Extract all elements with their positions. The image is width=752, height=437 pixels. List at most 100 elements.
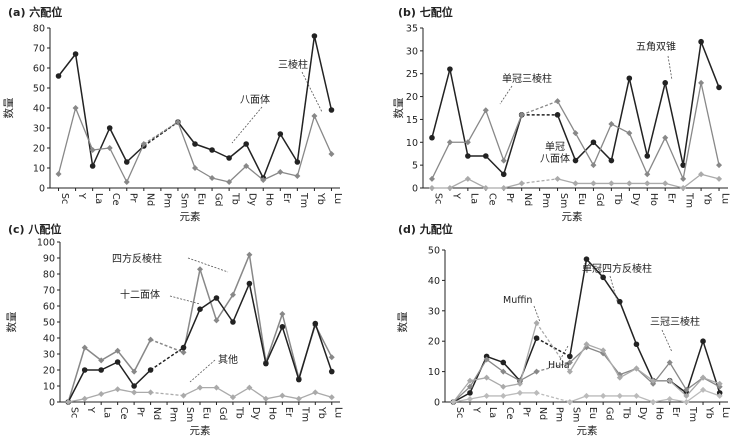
- data-point: [608, 180, 615, 187]
- x-tick-label: Y: [85, 406, 96, 413]
- data-point: [666, 395, 673, 402]
- x-tick-label: Sm: [558, 193, 569, 208]
- data-point: [131, 368, 138, 375]
- series-line-segment: [199, 268, 218, 321]
- data-point: [700, 374, 707, 381]
- annotation-label: 三冠三棱柱: [650, 315, 700, 328]
- x-tick-label: Sc: [59, 193, 70, 204]
- chart-panel-2: 0 10 20 30 40 50 60 70 80 90 100 Sc Y La Ce Pr Nd Pm Sm Eu G…: [5, 222, 343, 437]
- series-line-segment: [183, 387, 201, 397]
- series-3: [450, 386, 723, 405]
- data-point: [279, 392, 286, 399]
- series-line-segment: [636, 368, 654, 382]
- series-line-segment: [109, 127, 128, 163]
- x-tick-label: Lu: [332, 193, 343, 204]
- y-tick-label: 20: [428, 337, 440, 348]
- data-point: [583, 256, 590, 262]
- x-axis-label: 元素: [577, 424, 598, 437]
- data-point: [698, 38, 704, 45]
- x-tick-label: Tm: [299, 406, 310, 422]
- data-point: [554, 112, 561, 118]
- annotation-label: 五角双锥: [636, 41, 676, 53]
- series-line-segment: [126, 145, 145, 163]
- x-tick-label: Dy: [250, 407, 261, 420]
- data-point: [482, 153, 489, 159]
- data-point: [209, 175, 216, 181]
- data-point: [533, 368, 540, 375]
- data-point: [429, 134, 435, 141]
- y-axis-label: 数量: [392, 97, 405, 118]
- data-point: [230, 319, 236, 325]
- data-point: [644, 153, 651, 159]
- data-point: [583, 341, 590, 348]
- series-line-segment: [282, 394, 299, 400]
- x-tick-label: Ce: [110, 193, 121, 206]
- annotation-label: Hula: [548, 360, 570, 371]
- series-2: [428, 171, 723, 191]
- data-point: [608, 121, 615, 127]
- data-point: [446, 139, 453, 146]
- y-tick-label: 10: [406, 138, 418, 149]
- x-tick-label: La: [487, 407, 498, 418]
- series-line-segment: [74, 53, 94, 167]
- data-point: [328, 354, 335, 361]
- data-point: [650, 380, 657, 387]
- data-point: [554, 98, 561, 105]
- data-point: [197, 384, 203, 391]
- series-line-segment: [467, 109, 487, 143]
- y-tick-label: 10: [428, 367, 440, 378]
- data-point: [180, 344, 187, 351]
- data-point: [650, 377, 657, 384]
- panel-title: (a) 六配位: [8, 5, 62, 19]
- y-tick-label: 30: [43, 350, 55, 361]
- series-line-segment: [296, 115, 316, 177]
- data-point: [131, 383, 137, 389]
- y-tick-label: 80: [33, 24, 45, 35]
- series-line-segment: [557, 178, 576, 185]
- data-point: [180, 349, 187, 356]
- series-line-segment: [281, 313, 300, 379]
- data-point: [467, 390, 473, 396]
- x-tick-label: Nd: [151, 407, 162, 420]
- series-line-segment: [182, 308, 201, 348]
- x-tick-label: Sc: [432, 193, 443, 204]
- series-1: [55, 105, 335, 185]
- series-line-segment: [628, 78, 648, 157]
- data-point: [106, 125, 113, 131]
- y-tick-label: 20: [406, 92, 418, 103]
- data-point: [633, 365, 640, 372]
- chart-panel-3: 0 10 20 30 40 50 Sc Y La Ce Pr Nd Pm Sm Eu Gd Tb Dy Ho Er Tm…: [396, 222, 731, 437]
- series-line-segment: [431, 141, 451, 180]
- series-line-segment: [469, 395, 487, 400]
- series-line-segment: [664, 137, 684, 180]
- x-tick-label: La: [468, 193, 479, 204]
- data-point: [428, 175, 435, 182]
- series-line-segment: [503, 392, 521, 397]
- series-line-segment: [177, 121, 196, 145]
- data-point: [572, 180, 579, 187]
- annotation-leader: [231, 106, 263, 144]
- data-point: [72, 51, 79, 57]
- series-line-segment: [574, 132, 595, 166]
- data-point: [716, 390, 723, 396]
- data-point: [294, 173, 301, 179]
- series-1: [65, 280, 335, 405]
- series-line-segment: [685, 389, 704, 403]
- data-point: [500, 157, 507, 164]
- series-2: [65, 384, 335, 405]
- x-tick-label: Tb: [233, 406, 244, 419]
- annotation-leader: [533, 305, 541, 323]
- series-line-segment: [199, 297, 217, 310]
- series-line-segment: [133, 369, 152, 387]
- series-line-segment: [117, 361, 135, 387]
- data-point: [482, 185, 489, 191]
- data-point: [533, 335, 540, 341]
- data-point: [662, 134, 669, 141]
- annotation-label: 三棱柱: [278, 58, 308, 71]
- data-point: [483, 353, 490, 360]
- series-line-segment: [646, 137, 666, 175]
- series-0: [429, 38, 722, 178]
- data-point: [174, 119, 181, 125]
- data-point: [572, 157, 579, 164]
- y-tick-label: 0: [412, 184, 418, 195]
